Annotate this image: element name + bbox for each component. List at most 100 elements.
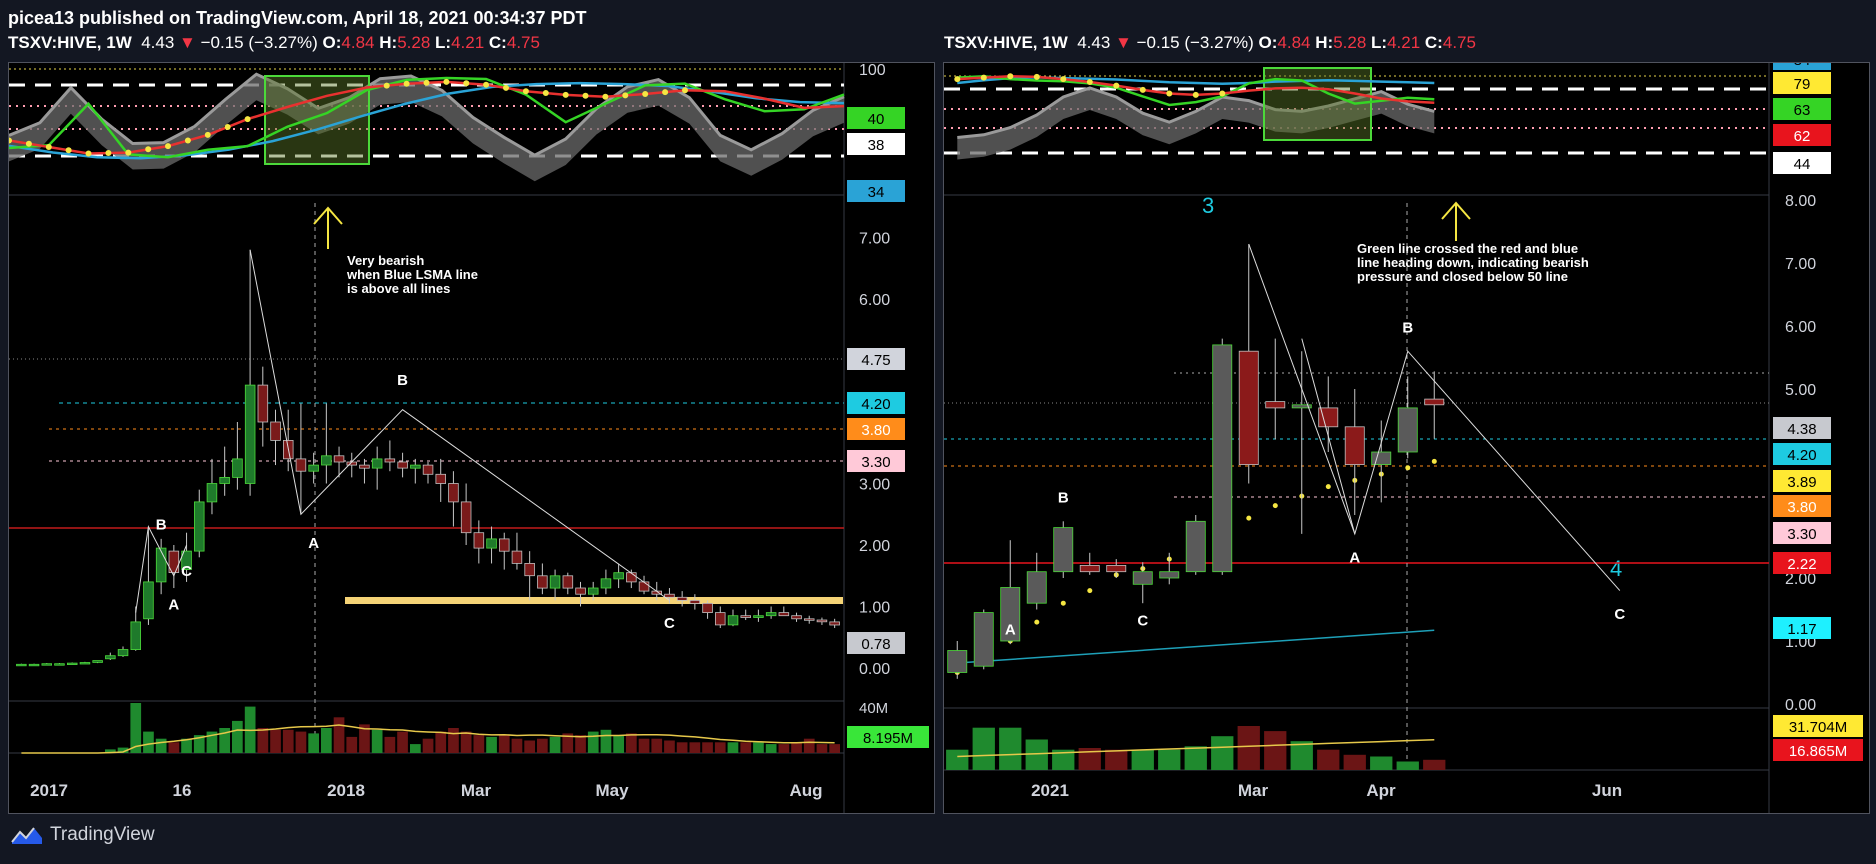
candle — [422, 464, 434, 475]
candle — [753, 615, 764, 618]
osc-dot — [1086, 79, 1093, 85]
price-axis-label: 1.00 — [859, 600, 890, 617]
price-axis-label: 0.00 — [859, 661, 890, 678]
osc-badge: 38 — [868, 137, 885, 154]
volume-bar — [816, 744, 828, 753]
volume-bar — [460, 731, 472, 753]
psar-dot — [1060, 600, 1066, 606]
time-axis-label: 16 — [173, 781, 192, 800]
price-badge: 3.80 — [861, 422, 890, 439]
volume-bar — [829, 744, 840, 753]
psar-dot — [1246, 515, 1252, 521]
volume-bar — [803, 738, 815, 753]
price-axis-label: 3.00 — [859, 477, 890, 494]
price-axis-label: 7.00 — [859, 231, 890, 248]
candle — [193, 501, 205, 552]
volume-bar — [511, 738, 523, 753]
volume-badge: 8.195M — [863, 730, 913, 747]
candle — [1212, 344, 1233, 573]
price-axis-label: 2.00 — [859, 538, 890, 555]
candle — [28, 663, 40, 667]
price-badge-bg — [1773, 417, 1831, 439]
tradingview-logo-icon — [11, 827, 42, 844]
chart-right-svg[interactable]: 84 79 63 62 44 Green line crossed the red and… — [944, 48, 1869, 813]
volume-bar — [626, 733, 637, 753]
annotation-text: is above all lines — [347, 281, 450, 296]
wave-line-large — [1248, 243, 1621, 591]
price-badge: 2.22 — [1787, 556, 1816, 573]
wave-count-3: 3 — [1202, 193, 1214, 218]
volume-ma-line — [21, 724, 835, 754]
candle — [524, 562, 535, 577]
osc-badge: 40 — [868, 111, 885, 128]
volume-bar — [181, 738, 192, 753]
osc-badge: 79 — [1794, 76, 1811, 93]
osc-dot — [145, 146, 152, 153]
osc-dot — [1166, 90, 1173, 97]
volume-badge: 16.865M — [1789, 743, 1847, 760]
annotation-text: line heading down, indicating bearish — [1357, 255, 1589, 270]
time-axis-label: Mar — [1238, 781, 1269, 800]
volume-bar — [1025, 739, 1048, 770]
osc-dot — [204, 131, 211, 138]
osc-badge: 44 — [1794, 156, 1811, 173]
price-axis-label: 5.00 — [1785, 382, 1816, 399]
footer[interactable]: TradingView — [10, 824, 155, 846]
volume-bar — [1396, 761, 1419, 770]
osc-dot — [25, 140, 32, 147]
osc-dot — [403, 80, 410, 87]
legend-last: 4.43 — [1077, 33, 1111, 52]
candle — [1159, 571, 1180, 579]
candle — [1424, 398, 1445, 406]
candle — [397, 461, 408, 469]
volume-bar — [498, 735, 510, 753]
candle — [16, 663, 27, 667]
psar-dot — [1087, 588, 1093, 594]
volume-bar — [206, 731, 218, 753]
candle — [448, 483, 459, 503]
osc-dot — [483, 81, 490, 88]
volume-bar — [714, 742, 726, 753]
candle — [435, 473, 446, 484]
osc-dot — [980, 74, 987, 81]
candle — [804, 618, 815, 621]
candle — [244, 384, 256, 484]
price-badge: 3.80 — [1787, 499, 1816, 516]
candle — [829, 621, 840, 626]
candle — [1185, 520, 1206, 573]
legend-o: 4.84 — [341, 33, 375, 52]
price-axis-label: 6.00 — [1785, 319, 1816, 336]
candle — [1291, 404, 1312, 409]
wave-label: A — [1349, 549, 1360, 566]
footer-brand[interactable]: TradingView — [50, 824, 155, 845]
chart-right[interactable]: 84 79 63 62 44 Green line crossed the red and… — [943, 48, 1870, 814]
osc-dot — [542, 90, 549, 96]
volume-bar — [664, 740, 675, 753]
legend-l: 4.21 — [451, 33, 485, 52]
volume-bar — [972, 727, 995, 770]
candle — [460, 501, 472, 534]
candle — [67, 662, 78, 665]
osc-dot — [954, 76, 961, 83]
candle — [257, 384, 269, 423]
price-badge-bg — [1773, 617, 1831, 639]
candle — [92, 660, 103, 663]
candle — [1397, 407, 1418, 453]
osc-dot — [622, 92, 629, 99]
price-badge: 1.17 — [1787, 621, 1816, 638]
wave-label: B — [397, 372, 408, 389]
price-axis-label: 2.00 — [1785, 571, 1816, 588]
time-axis-label: Mar — [461, 781, 492, 800]
price-badge: 3.89 — [1787, 474, 1816, 491]
wave-label: C — [1614, 606, 1625, 623]
candle — [117, 649, 129, 657]
candle — [664, 593, 675, 598]
osc-dot — [1007, 73, 1014, 80]
wave-line-small — [135, 524, 188, 613]
candle — [626, 572, 637, 583]
osc-badge-bg — [1773, 72, 1831, 94]
volume-bar — [308, 733, 319, 753]
sma-line — [957, 629, 1435, 664]
